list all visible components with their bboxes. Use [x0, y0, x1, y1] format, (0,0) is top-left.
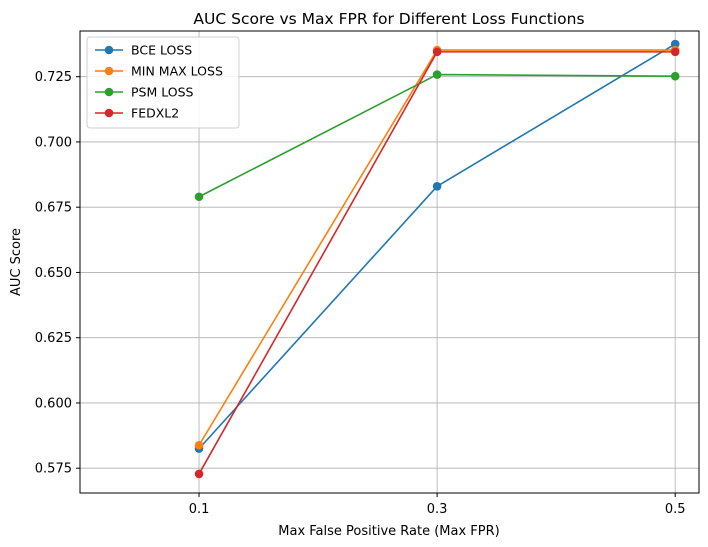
chart-title: AUC Score vs Max FPR for Different Loss …	[193, 10, 584, 28]
data-point	[194, 192, 204, 202]
legend-swatch-marker	[104, 108, 114, 118]
y-tick-label: 0.575	[35, 462, 72, 477]
legend: BCE LOSS MIN MAX LOSS PSM LOSS FEDXL2	[86, 36, 240, 129]
data-point	[670, 71, 680, 81]
y-tick-label: 0.700	[35, 135, 72, 150]
legend-item: BCE LOSS	[95, 43, 192, 58]
legend-item: PSM LOSS	[95, 85, 194, 100]
data-point	[194, 440, 204, 450]
y-tick-label: 0.675	[35, 201, 72, 216]
x-tick-label: 0.1	[189, 502, 210, 517]
y-axis-title: AUC Score	[9, 228, 24, 296]
legend-label: BCE LOSS	[131, 43, 192, 58]
grid	[80, 31, 699, 493]
series-psm-loss	[194, 70, 680, 202]
data-point	[670, 47, 680, 57]
x-tick-label: 0.5	[665, 502, 686, 517]
data-point	[194, 469, 204, 479]
x-axis-title: Max False Positive Rate (Max FPR)	[278, 524, 499, 539]
data-point	[432, 47, 442, 57]
legend-label: PSM LOSS	[131, 85, 194, 100]
legend-box	[86, 36, 240, 129]
legend-item: FEDXL2	[95, 106, 179, 121]
data-point	[432, 182, 442, 191]
series-fedxl2	[194, 47, 680, 479]
series-layer	[194, 39, 680, 479]
y-tick-label: 0.725	[35, 70, 72, 85]
ticks: 0.1 0.3 0.5 0.575 0.600 0.625 0.650 0.675 0.700 0…	[35, 70, 686, 517]
legend-swatch-marker	[104, 66, 114, 76]
legend-swatch-marker	[104, 87, 114, 97]
data-point	[670, 39, 680, 49]
plot-frame	[79, 30, 700, 494]
data-point	[432, 70, 442, 79]
legend-item: MIN MAX LOSS	[95, 64, 223, 79]
y-tick-label: 0.600	[35, 396, 72, 411]
x-tick-label: 0.3	[427, 502, 448, 517]
legend-label: MIN MAX LOSS	[131, 64, 223, 79]
y-tick-label: 0.625	[35, 331, 72, 346]
legend-swatch-marker	[104, 45, 114, 55]
legend-label: FEDXL2	[131, 106, 179, 121]
y-tick-label: 0.650	[35, 266, 72, 281]
